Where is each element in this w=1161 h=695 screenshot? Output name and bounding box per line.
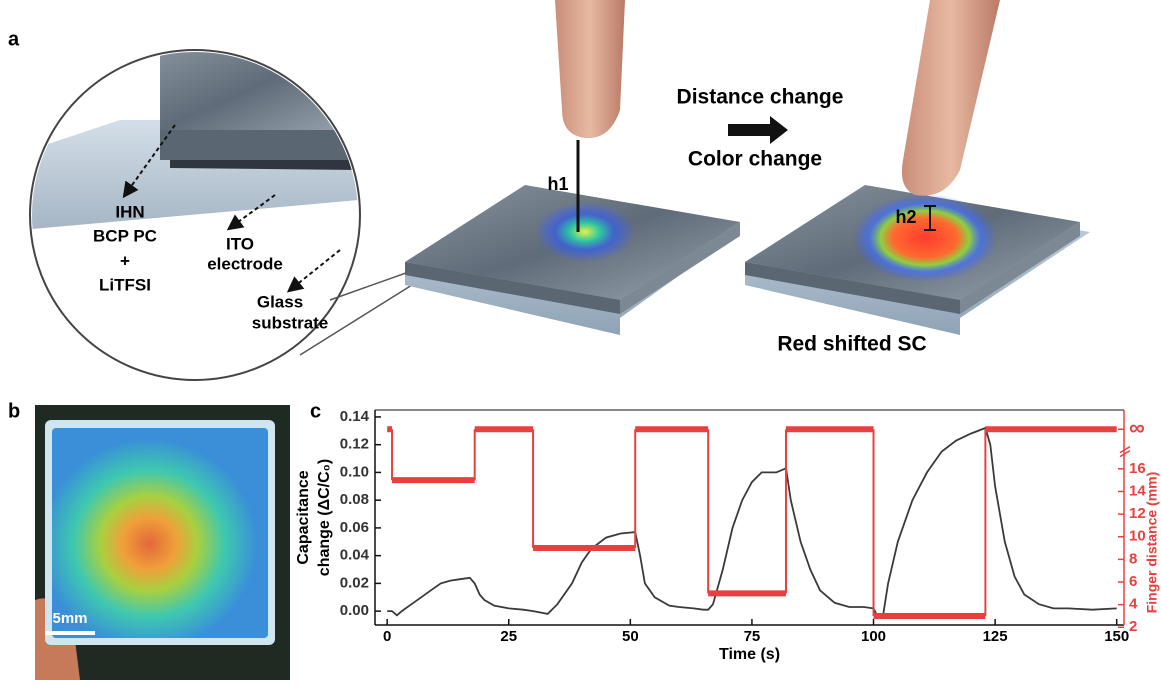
arrow-label: Distance change [677, 86, 844, 109]
layer-label: + [120, 251, 130, 270]
x-tick-label: 75 [744, 628, 761, 645]
y-tick-label: 0.02 [340, 574, 369, 591]
axis-break [1120, 447, 1130, 457]
y-axis-label: change (ΔC/C₀) [316, 459, 333, 576]
x-tick-label: 0 [383, 628, 391, 645]
x-tick-label: 50 [622, 628, 639, 645]
x-tick-label: 25 [500, 628, 517, 645]
x-tick-label: 125 [983, 628, 1008, 645]
y2-tick-label: 2 [1129, 618, 1137, 635]
y2-tick-label: 8 [1129, 550, 1137, 567]
x-tick-label: 150 [1104, 628, 1129, 645]
y-tick-label: 0.14 [340, 408, 370, 425]
y-tick-label: 0.00 [340, 602, 369, 619]
glass-label: substrate [252, 313, 329, 332]
y2-tick-label: ∞ [1129, 415, 1145, 440]
ito-label: ITO [226, 234, 254, 253]
arrow-label: Color change [688, 148, 822, 171]
ito-label: electrode [207, 254, 283, 273]
glass-label: Glass [257, 292, 303, 311]
h2-label: h2 [895, 207, 916, 227]
caption: Red shifted SC [777, 333, 926, 356]
x-axis-label: Time (s) [719, 646, 780, 663]
finger [555, 0, 625, 138]
layer-label: LiTFSI [99, 275, 151, 294]
scale-bar-label: 5mm [52, 610, 87, 627]
layer-label: BCP PC [93, 226, 157, 245]
y-tick-label: 0.08 [340, 491, 369, 508]
photo [35, 405, 290, 680]
inset-illustration [20, 40, 435, 380]
sensor-right [745, 185, 1090, 335]
layer-label: IHN [115, 202, 144, 221]
figure: a IHN BCP PC + LiTFSI ITO electrode Glas… [0, 0, 1161, 695]
capacitance-line [387, 428, 1116, 618]
sensor-left [405, 185, 740, 335]
y2-axis-label: Finger distance (mm) [1144, 472, 1160, 614]
panel-label: a [8, 28, 20, 50]
y-axis-label: Capacitance [295, 470, 312, 564]
y-tick-label: 0.06 [340, 519, 369, 536]
panel-label: c [310, 400, 321, 422]
h1-label: h1 [547, 174, 568, 194]
panel-label: b [8, 400, 20, 422]
finger [902, 0, 1000, 196]
y2-tick-label: 4 [1129, 596, 1138, 613]
y2-tick-label: 6 [1129, 573, 1137, 590]
page: a IHN BCP PC + LiTFSI ITO electrode Glas… [0, 0, 1161, 695]
y-tick-label: 0.12 [340, 436, 369, 453]
x-tick-label: 100 [861, 628, 886, 645]
arrow [728, 116, 788, 144]
y-tick-label: 0.10 [340, 463, 369, 480]
y-tick-label: 0.04 [340, 547, 370, 564]
